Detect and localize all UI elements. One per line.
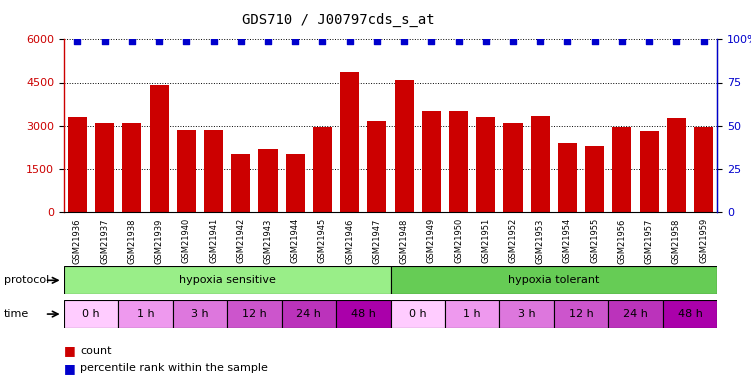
- Bar: [173, 300, 227, 328]
- Text: time: time: [4, 309, 29, 319]
- Point: [398, 38, 410, 44]
- Bar: [119, 300, 173, 328]
- Point: [616, 38, 628, 44]
- Bar: [231, 154, 250, 212]
- Bar: [667, 118, 686, 212]
- Point: [126, 38, 138, 44]
- Text: hypoxia sensitive: hypoxia sensitive: [179, 275, 276, 285]
- Point: [562, 38, 574, 44]
- Text: 12 h: 12 h: [569, 309, 593, 319]
- Point: [289, 38, 301, 44]
- Bar: [499, 300, 554, 328]
- Bar: [340, 72, 359, 212]
- Bar: [640, 131, 659, 212]
- Bar: [149, 86, 169, 212]
- Bar: [68, 117, 87, 212]
- Bar: [258, 148, 278, 212]
- Bar: [122, 123, 141, 212]
- Bar: [176, 130, 196, 212]
- Point: [180, 38, 192, 44]
- Bar: [612, 127, 632, 212]
- Point: [371, 38, 383, 44]
- Point: [235, 38, 247, 44]
- Bar: [503, 123, 523, 212]
- Point: [698, 38, 710, 44]
- Text: 48 h: 48 h: [677, 309, 702, 319]
- Text: percentile rank within the sample: percentile rank within the sample: [80, 363, 268, 373]
- Bar: [367, 122, 387, 212]
- Bar: [282, 300, 336, 328]
- Text: ■: ■: [64, 362, 76, 375]
- Text: 3 h: 3 h: [518, 309, 535, 319]
- Text: 48 h: 48 h: [351, 309, 376, 319]
- Bar: [662, 300, 717, 328]
- Bar: [394, 80, 414, 212]
- Bar: [554, 300, 608, 328]
- Bar: [449, 111, 468, 212]
- Text: hypoxia tolerant: hypoxia tolerant: [508, 275, 599, 285]
- Bar: [64, 300, 119, 328]
- Point: [98, 38, 110, 44]
- Bar: [336, 300, 391, 328]
- Point: [425, 38, 437, 44]
- Bar: [64, 266, 391, 294]
- Text: 0 h: 0 h: [409, 309, 427, 319]
- Point: [534, 38, 546, 44]
- Bar: [608, 300, 662, 328]
- Bar: [391, 266, 717, 294]
- Bar: [476, 117, 496, 212]
- Point: [207, 38, 219, 44]
- Text: 0 h: 0 h: [83, 309, 100, 319]
- Point: [453, 38, 465, 44]
- Text: ■: ■: [64, 344, 76, 357]
- Text: 24 h: 24 h: [297, 309, 321, 319]
- Text: 12 h: 12 h: [242, 309, 267, 319]
- Point: [480, 38, 492, 44]
- Point: [71, 38, 83, 44]
- Bar: [422, 111, 441, 212]
- Point: [344, 38, 356, 44]
- Point: [589, 38, 601, 44]
- Bar: [95, 123, 114, 212]
- Point: [316, 38, 328, 44]
- Bar: [391, 300, 445, 328]
- Text: count: count: [80, 346, 112, 355]
- Point: [507, 38, 519, 44]
- Bar: [227, 300, 282, 328]
- Text: GDS710 / J00797cds_s_at: GDS710 / J00797cds_s_at: [242, 13, 434, 27]
- Text: 1 h: 1 h: [463, 309, 481, 319]
- Point: [671, 38, 683, 44]
- Text: 24 h: 24 h: [623, 309, 648, 319]
- Bar: [585, 146, 605, 212]
- Point: [262, 38, 274, 44]
- Bar: [558, 143, 577, 212]
- Text: 3 h: 3 h: [192, 309, 209, 319]
- Bar: [313, 127, 332, 212]
- Text: 1 h: 1 h: [137, 309, 154, 319]
- Bar: [445, 300, 499, 328]
- Point: [153, 38, 165, 44]
- Bar: [204, 130, 223, 212]
- Text: protocol: protocol: [4, 275, 49, 285]
- Point: [643, 38, 655, 44]
- Bar: [694, 127, 713, 212]
- Bar: [531, 116, 550, 212]
- Bar: [285, 154, 305, 212]
